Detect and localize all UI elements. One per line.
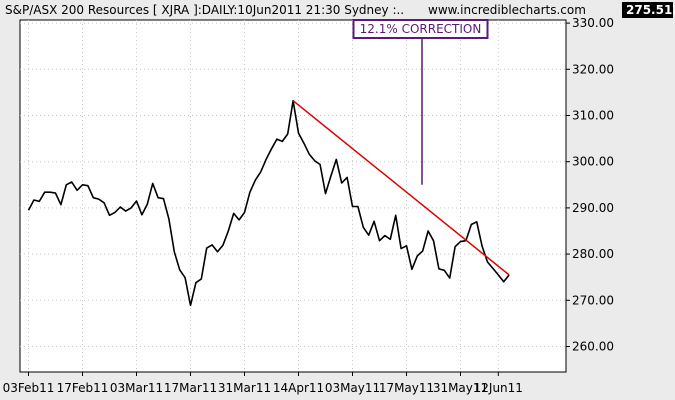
plot-area: 260.00 270.00 280.00 290.00 300.00 310.00 320.… [3,16,614,395]
y-tick-label: 260.00 [572,340,614,354]
x-tick-label: 17May11 [379,381,434,395]
x-tick-label: 17Feb11 [57,381,109,395]
x-tick-label: 31Mar11 [218,381,271,395]
y-tick-label: 320.00 [572,62,614,76]
last-price-badge [622,2,673,18]
x-tick-label: 03May11 [325,381,380,395]
x-tick-label: 31May11 [433,381,488,395]
plot-frame [19,19,567,373]
chart-title: S&P/ASX 200 Resources [ XJRA ]:DAILY:10J… [5,3,404,17]
last-price-value: 275.512 [626,3,675,17]
y-tick-label: 310.00 [572,109,614,123]
site-label[interactable]: www.incrediblecharts.com [428,3,586,17]
annotation-box [352,19,489,39]
y-tick-label: 330.00 [572,16,614,30]
y-tick-label: 300.00 [572,155,614,169]
x-tick-label: 03Feb11 [3,381,55,395]
x-tick-label: 03Mar11 [110,381,163,395]
y-tick-label: 290.00 [572,201,614,215]
price-series-line [27,99,510,307]
y-tick-label: 280.00 [572,247,614,261]
x-tick-label: 14Apr11 [273,381,324,395]
trend-line [292,100,510,276]
y-tick-label: 270.00 [572,293,614,307]
x-tick-label: 17Mar11 [164,381,217,395]
x-tick-label: 12Jun11 [474,381,523,395]
annotation-label: 12.1% CORRECTION [360,22,482,36]
